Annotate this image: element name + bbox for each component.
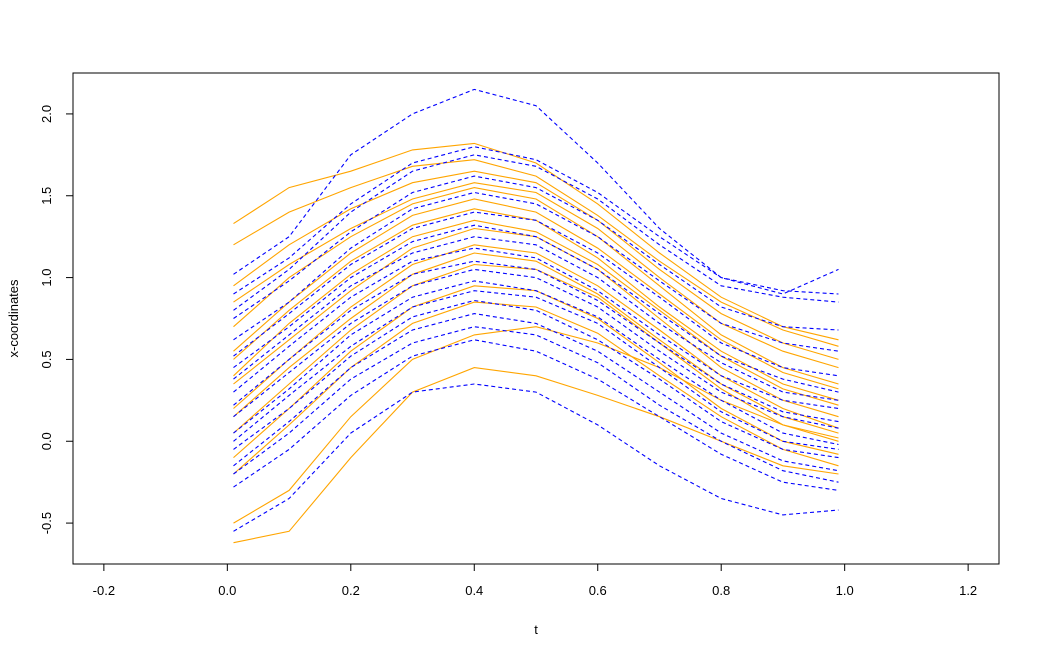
y-axis: -0.5 0.0 0.5 1.0 1.5 2.0 <box>39 105 74 534</box>
series-line-14 <box>233 182 839 369</box>
series-line-26 <box>233 383 839 532</box>
series-line-7 <box>233 244 839 429</box>
series-line-33 <box>233 211 839 377</box>
series-line-5 <box>233 208 839 401</box>
x-tick-label: 0.0 <box>218 583 236 598</box>
series-line-4 <box>233 187 839 385</box>
plot-frame <box>72 72 1000 565</box>
series-line-8 <box>233 263 839 442</box>
y-axis-title: x-coordinates <box>6 279 21 358</box>
series-line-27 <box>233 175 839 331</box>
series-line-13 <box>233 219 839 406</box>
x-tick-label: 1.0 <box>836 583 854 598</box>
series-line-25 <box>233 339 839 491</box>
series-line-34 <box>233 299 839 459</box>
series-line-1 <box>233 142 839 341</box>
series-line-28 <box>233 236 839 401</box>
series-layer <box>233 88 839 544</box>
y-tick-label: 0.5 <box>39 350 54 368</box>
series-line-11 <box>233 326 839 524</box>
series-line-24 <box>233 313 839 472</box>
x-tick-label: 0.4 <box>465 583 483 598</box>
series-line-2 <box>233 159 839 347</box>
x-axis-title: t <box>534 622 538 637</box>
x-tick-label: -0.2 <box>93 583 115 598</box>
series-line-19 <box>233 191 839 352</box>
series-line-17 <box>233 88 839 295</box>
y-tick-label: 1.0 <box>39 269 54 287</box>
x-tick-label: 0.8 <box>712 583 730 598</box>
series-line-3 <box>233 170 839 360</box>
series-line-12 <box>233 367 839 544</box>
x-axis: -0.2 0.0 0.2 0.4 0.6 0.8 1.0 1.2 <box>93 563 977 598</box>
series-line-32 <box>233 146 839 295</box>
series-line-15 <box>233 252 839 434</box>
y-tick-label: 0.0 <box>39 432 54 450</box>
y-tick-label: -0.5 <box>39 512 54 534</box>
x-tick-label: 1.2 <box>959 583 977 598</box>
series-line-21 <box>233 247 839 410</box>
series-line-22 <box>233 268 839 429</box>
series-line-18 <box>233 154 839 311</box>
x-tick-label: 0.2 <box>342 583 360 598</box>
series-line-6 <box>233 227 839 418</box>
series-line-30 <box>233 280 839 446</box>
y-tick-label: 2.0 <box>39 105 54 123</box>
series-line-20 <box>233 224 839 393</box>
series-line-29 <box>233 260 839 423</box>
series-line-23 <box>233 290 839 450</box>
y-tick-label: 1.5 <box>39 187 54 205</box>
x-tick-label: 0.6 <box>589 583 607 598</box>
series-line-10 <box>233 301 839 475</box>
